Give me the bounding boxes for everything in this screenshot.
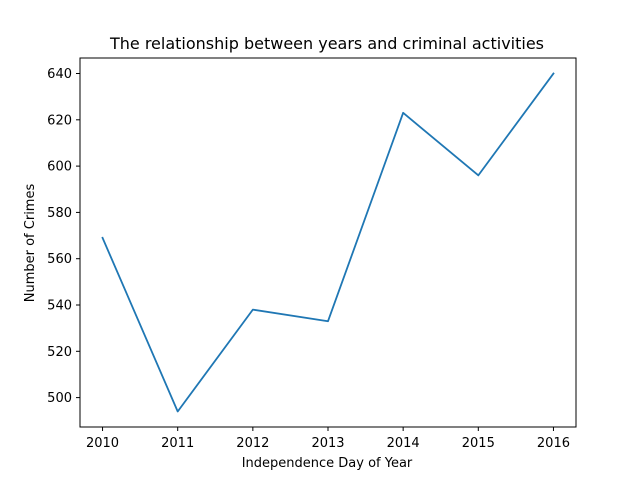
x-tick-label-2012: 2012 <box>236 436 269 451</box>
plot-frame <box>79 57 577 428</box>
y-tick-label-560: 560 <box>47 252 72 267</box>
y-tick-label-520: 520 <box>47 345 72 360</box>
y-tick-label-540: 540 <box>47 299 72 314</box>
y-tick-label-500: 500 <box>47 391 72 406</box>
x-tick-label-2011: 2011 <box>161 436 194 451</box>
x-tick-label-2016: 2016 <box>537 436 570 451</box>
chart-title: The relationship between years and crimi… <box>109 34 544 53</box>
x-tick-label-2014: 2014 <box>387 436 420 451</box>
y-tick-label-600: 600 <box>47 160 72 175</box>
y-tick-label-580: 580 <box>47 206 72 221</box>
x-tick-label-2013: 2013 <box>311 436 344 451</box>
x-tick-label-2010: 2010 <box>86 436 119 451</box>
y-axis-label: Number of Crimes <box>23 184 38 303</box>
y-tick-label-620: 620 <box>47 113 72 128</box>
series-line-0 <box>101 72 555 413</box>
y-tick-label-640: 640 <box>47 67 72 82</box>
plot-area: 2010 2011 2012 2013 2014 2015 2016 500 520 540 560… <box>47 57 577 451</box>
x-tick-label-2015: 2015 <box>462 436 495 451</box>
x-axis-label: Independence Day of Year <box>242 456 413 471</box>
